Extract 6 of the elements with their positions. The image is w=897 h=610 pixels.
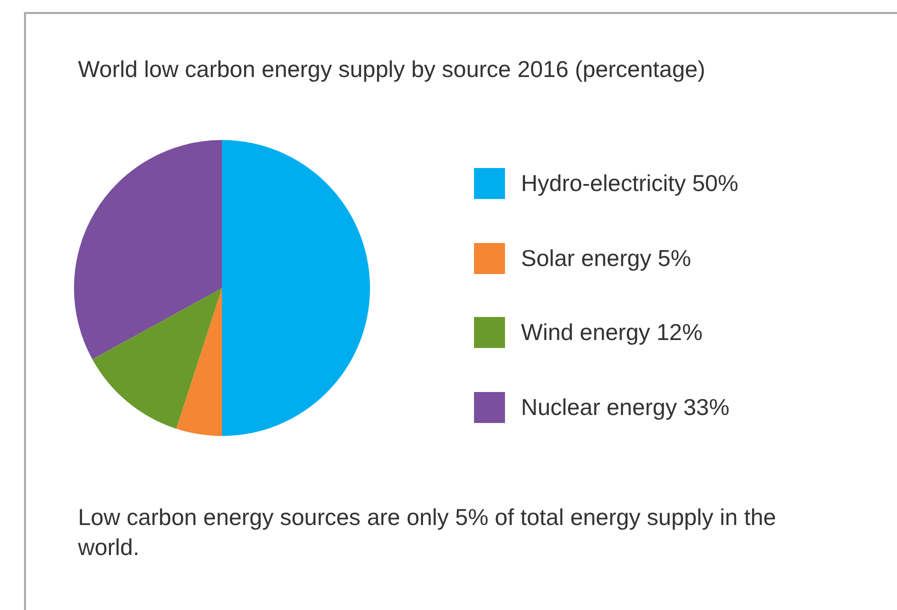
legend-label: Nuclear energy 33%	[521, 394, 730, 420]
legend-label: Wind energy 12%	[521, 319, 703, 346]
legend-label: Solar energy 5%	[521, 244, 692, 272]
chart-title: World low carbon energy supply by source 2016 (percentage)	[78, 56, 706, 83]
text: Low carbon energy sources are only 5% of total energy supply in the world.	[78, 503, 778, 562]
legend-label: Hydro-electricity 50%	[521, 170, 738, 197]
